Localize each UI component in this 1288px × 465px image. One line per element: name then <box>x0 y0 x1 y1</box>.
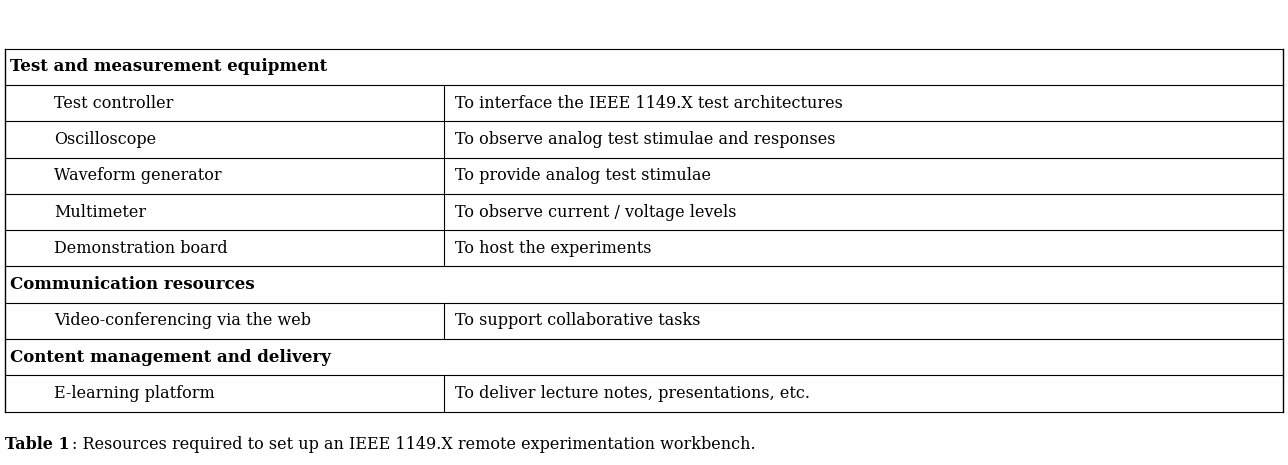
Text: Test and measurement equipment: Test and measurement equipment <box>10 59 327 75</box>
Text: To interface the IEEE 1149.X test architectures: To interface the IEEE 1149.X test archit… <box>455 95 842 112</box>
Text: Waveform generator: Waveform generator <box>54 167 222 184</box>
Bar <box>5 194 1283 230</box>
Text: To deliver lecture notes, presentations, etc.: To deliver lecture notes, presentations,… <box>455 385 810 402</box>
Bar <box>5 85 1283 121</box>
Text: To observe analog test stimulae and responses: To observe analog test stimulae and resp… <box>455 131 835 148</box>
Bar <box>5 339 1283 375</box>
Text: Oscilloscope: Oscilloscope <box>54 131 156 148</box>
Text: Test controller: Test controller <box>54 95 174 112</box>
Bar <box>5 375 1283 412</box>
Text: Content management and delivery: Content management and delivery <box>10 349 331 365</box>
Bar <box>5 121 1283 158</box>
Text: To observe current / voltage levels: To observe current / voltage levels <box>455 204 737 220</box>
Text: E-learning platform: E-learning platform <box>54 385 215 402</box>
Bar <box>5 49 1283 85</box>
Text: Communication resources: Communication resources <box>10 276 255 293</box>
Text: To support collaborative tasks: To support collaborative tasks <box>455 312 701 329</box>
Bar <box>5 230 1283 266</box>
Text: Demonstration board: Demonstration board <box>54 240 228 257</box>
Bar <box>5 266 1283 303</box>
Text: : Resources required to set up an IEEE 1149.X remote experimentation workbench.: : Resources required to set up an IEEE 1… <box>72 436 756 452</box>
Text: To host the experiments: To host the experiments <box>455 240 652 257</box>
Text: Multimeter: Multimeter <box>54 204 147 220</box>
Bar <box>5 303 1283 339</box>
Bar <box>5 158 1283 194</box>
Text: Table 1: Table 1 <box>5 436 70 452</box>
Text: To provide analog test stimulae: To provide analog test stimulae <box>455 167 711 184</box>
Text: Video-conferencing via the web: Video-conferencing via the web <box>54 312 312 329</box>
